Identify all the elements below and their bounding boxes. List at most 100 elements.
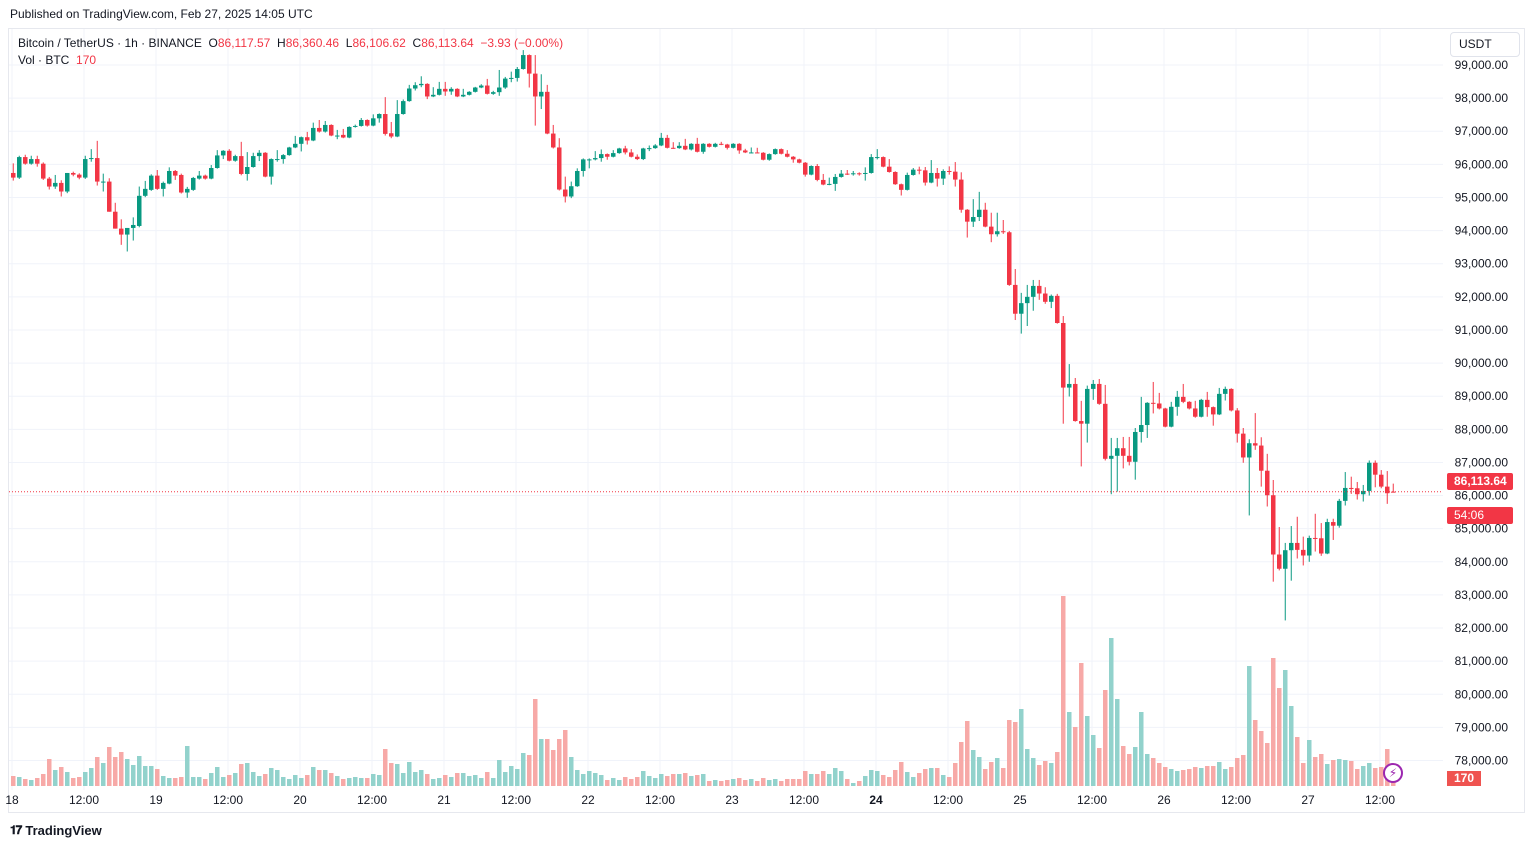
candle-body xyxy=(299,137,304,144)
time-axis[interactable]: 18 12:00 19 12:00 20 12:00 21 12:00 22 12:00 23 12:… xyxy=(5,793,1395,807)
candle-body xyxy=(1067,383,1072,388)
volume-bar xyxy=(527,755,532,786)
volume-bar xyxy=(743,780,748,786)
volume-bar xyxy=(779,781,784,786)
close-value: 86,113.64 xyxy=(421,36,474,50)
price-axis[interactable]: 99,000.00 98,000.00 97,000.00 96,000.00 95,0… xyxy=(1455,58,1509,768)
volume-bar xyxy=(995,758,1000,786)
symbol-title[interactable]: Bitcoin / TetherUS · 1h · BINANCE xyxy=(18,36,202,50)
volume-bar xyxy=(299,778,304,786)
price-tick-label: 99,000.00 xyxy=(1455,58,1509,72)
price-tick-label: 97,000.00 xyxy=(1455,124,1509,138)
volume-bar xyxy=(77,777,82,786)
candle-body xyxy=(701,143,706,152)
volume-bar xyxy=(89,768,94,786)
change-value: −3.93 (−0.00%) xyxy=(480,36,564,50)
candle-body xyxy=(947,170,952,172)
volume-bar xyxy=(659,774,664,786)
volume-bar xyxy=(1037,765,1042,786)
currency-selector[interactable]: USDT xyxy=(1450,32,1520,57)
volume-bar xyxy=(737,778,742,786)
volume-bar xyxy=(251,772,256,786)
volume-bar xyxy=(1283,670,1288,786)
candle-body xyxy=(311,127,316,141)
volume-bar xyxy=(119,752,124,786)
volume-bar xyxy=(887,777,892,786)
candle-body xyxy=(1331,522,1336,526)
volume-bar xyxy=(83,772,88,786)
volume-bar xyxy=(1277,688,1282,786)
candle-body xyxy=(347,126,352,138)
open-value: 86,117.57 xyxy=(217,36,271,50)
volume-bar xyxy=(629,779,634,786)
volume-bar xyxy=(725,780,730,786)
candle-body xyxy=(1241,433,1246,458)
time-tick-label: 19 xyxy=(149,793,163,807)
volume-bar xyxy=(503,772,508,786)
volume-bar xyxy=(11,776,16,786)
candle-body xyxy=(1025,296,1030,304)
volume-bar xyxy=(893,770,898,786)
volume-bar xyxy=(965,721,970,786)
volume-bar xyxy=(521,753,526,786)
candle-body xyxy=(281,155,286,160)
candle-body xyxy=(47,178,52,187)
volume-bar xyxy=(137,756,142,786)
volume-bar xyxy=(1271,658,1276,786)
volume-bar xyxy=(587,771,592,786)
volume-bar xyxy=(839,771,844,786)
volume-bar xyxy=(557,739,562,786)
volume-bar xyxy=(179,777,184,786)
volume-bar xyxy=(485,772,490,786)
price-tick-label: 82,000.00 xyxy=(1455,621,1509,635)
candle-body xyxy=(887,166,892,172)
high-label: H xyxy=(277,36,286,50)
candle-body xyxy=(1217,393,1222,415)
time-tick-label: 12:00 xyxy=(357,793,387,807)
candle-body xyxy=(1265,470,1270,496)
candle-body xyxy=(965,209,970,222)
candle-body xyxy=(1151,402,1156,404)
open-label: O xyxy=(208,36,218,50)
volume-bar xyxy=(1073,727,1078,786)
candle-body xyxy=(1133,431,1138,462)
volume-bar xyxy=(143,766,148,786)
candle-body xyxy=(71,172,76,175)
volume-bar xyxy=(323,770,328,786)
volume-bar xyxy=(869,770,874,786)
candle-body xyxy=(1253,443,1258,446)
candle-body xyxy=(959,179,964,210)
tradingview-logo-icon: 𝟏𝟕 xyxy=(10,823,22,837)
volume-label[interactable]: Vol · BTC xyxy=(18,53,70,67)
volume-bar xyxy=(977,757,982,786)
time-tick-label: 12:00 xyxy=(213,793,243,807)
volume-bar xyxy=(377,775,382,786)
footer-brand[interactable]: 𝟏𝟕 TradingView xyxy=(10,823,102,838)
candle-body xyxy=(215,155,220,169)
candle-body xyxy=(941,170,946,179)
volume-bar xyxy=(41,774,46,786)
volume-bar xyxy=(605,780,610,786)
candle-body xyxy=(671,147,676,149)
lightning-icon[interactable]: ⚡ xyxy=(1383,763,1403,783)
volume-bar xyxy=(593,773,598,786)
candle-body xyxy=(1385,486,1390,494)
candle-body xyxy=(1301,549,1306,556)
last-price-tag: 86,113.64 xyxy=(1447,473,1513,490)
volume-bar xyxy=(431,779,436,786)
candle-body xyxy=(917,169,922,171)
candle-body xyxy=(35,159,40,164)
volume-bar xyxy=(329,773,334,786)
volume-bar xyxy=(689,776,694,786)
candle-body xyxy=(359,119,364,126)
candle-body xyxy=(1277,554,1282,569)
volume-bar xyxy=(125,759,130,786)
candle-body xyxy=(335,135,340,137)
volume-bar xyxy=(953,763,958,786)
volume-bar xyxy=(647,776,652,786)
volume-bar xyxy=(533,699,538,786)
candle-body xyxy=(95,158,100,182)
candle-body xyxy=(11,172,16,178)
volume-bar xyxy=(857,781,862,786)
